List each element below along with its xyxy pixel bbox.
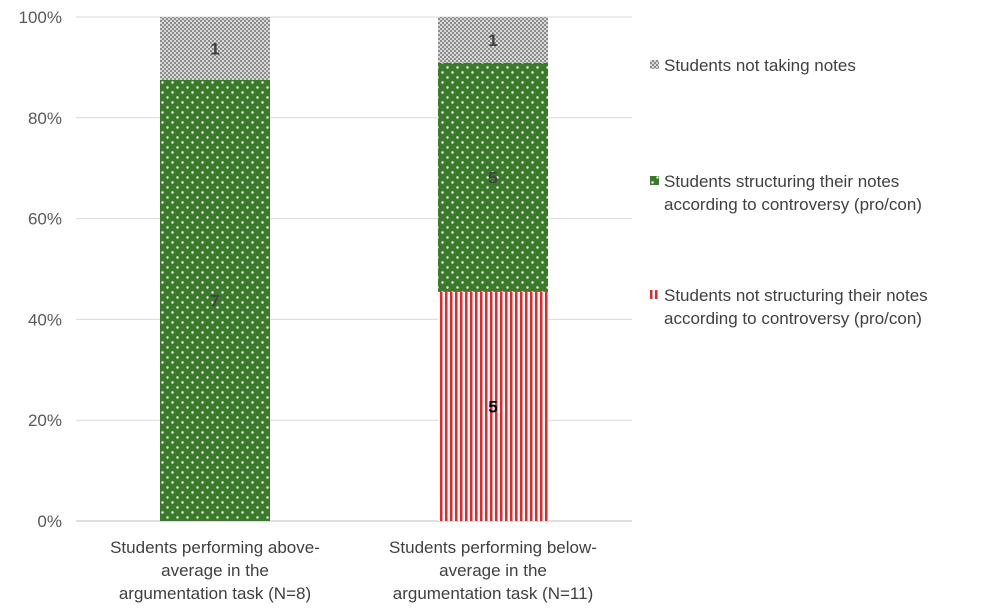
legend-swatch bbox=[650, 290, 659, 299]
y-tick-label: 100% bbox=[19, 8, 62, 27]
y-axis: 0% 20% 40% 60% 80% 100% bbox=[19, 8, 62, 531]
data-label: 1 bbox=[488, 31, 497, 50]
bar-segment bbox=[438, 291, 548, 521]
bars: 7 1 5 5 1 bbox=[160, 17, 548, 521]
data-label: 7 bbox=[210, 292, 219, 311]
y-tick-label: 0% bbox=[37, 512, 62, 531]
bar-segment bbox=[160, 80, 270, 521]
data-label: 1 bbox=[210, 40, 219, 59]
legend-swatch bbox=[650, 60, 659, 69]
y-tick-label: 60% bbox=[28, 210, 62, 229]
legend-entry: Students not taking notes bbox=[664, 56, 856, 75]
gridlines bbox=[76, 16, 632, 522]
legend-entry: Students structuring their notes accordin… bbox=[664, 172, 922, 214]
y-tick-label: 40% bbox=[28, 310, 62, 329]
x-axis: Students performing above-average in the… bbox=[110, 538, 597, 603]
bar-segment bbox=[160, 17, 270, 80]
bar-segment bbox=[438, 62, 548, 292]
legend-swatch bbox=[650, 176, 659, 185]
y-tick-label: 80% bbox=[28, 109, 62, 128]
bar-segment bbox=[438, 17, 548, 63]
legend-entry: Students not structuring their notes acco… bbox=[664, 286, 928, 328]
x-tick-label: Students performing below-average in the… bbox=[389, 538, 597, 603]
data-label: 5 bbox=[488, 168, 497, 187]
data-label: 5 bbox=[488, 397, 497, 416]
x-tick-label: Students performing above-average in the… bbox=[110, 538, 320, 603]
y-tick-label: 20% bbox=[28, 411, 62, 430]
legend: Students not taking notes Students struct… bbox=[650, 56, 928, 328]
